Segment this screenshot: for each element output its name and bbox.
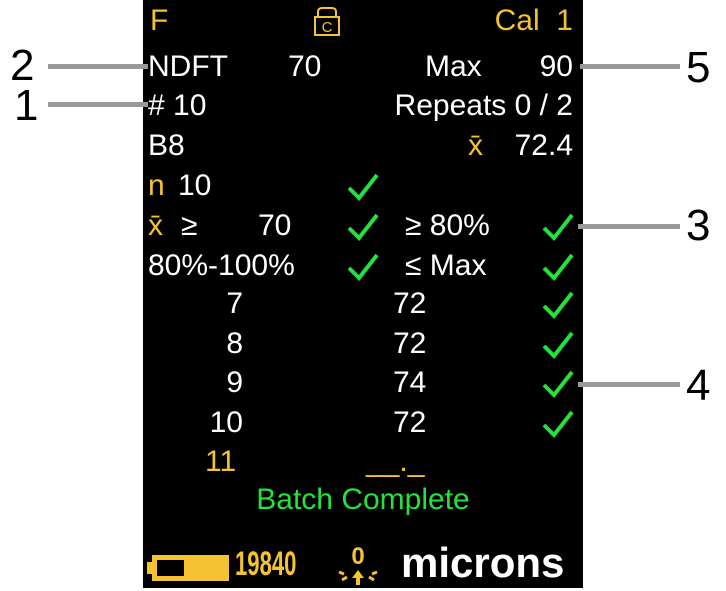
check-icon <box>542 410 574 438</box>
next-value-placeholder: __._ <box>366 445 425 478</box>
zero-icon: 0 <box>335 540 381 586</box>
reading-index: 10 <box>209 405 243 439</box>
status-message: Batch Complete <box>256 483 470 516</box>
le-max-label: ≤ Max <box>405 249 487 282</box>
pct-ge-label: ≥ 80% <box>405 209 490 242</box>
n-label: n <box>148 169 165 202</box>
callout-1: 1 <box>14 81 39 130</box>
callout-line-2 <box>48 64 148 69</box>
reading-index: 9 <box>226 366 243 399</box>
reading-index: 7 <box>226 287 243 320</box>
range-label: 80%-100% <box>148 249 295 282</box>
check-icon <box>542 291 574 320</box>
mean-symbol: x̄ <box>468 129 483 162</box>
check-icon <box>347 253 379 282</box>
reading-counter: 19840 <box>235 545 297 583</box>
reading-value: 72 <box>393 287 427 320</box>
check-icon <box>542 213 574 242</box>
lock-icon: C <box>313 6 341 36</box>
mean-ge-symbol: ≥ <box>181 209 198 242</box>
check-icon <box>542 253 574 282</box>
check-icon <box>347 173 379 202</box>
callout-5: 5 <box>686 43 711 92</box>
svg-text:C: C <box>322 19 333 36</box>
reading-value: 72 <box>393 326 427 360</box>
ndft-label: NDFT <box>148 50 228 83</box>
mean-value: 72.4 <box>514 129 573 162</box>
reading-index: 8 <box>226 326 243 360</box>
gauge-screen: F C Cal 1 NDFT 70 Max 90 # 10 Repeats 0 … <box>143 0 583 588</box>
callout-line-3 <box>578 224 680 229</box>
calibration-label: Cal 1 <box>494 4 573 37</box>
callout-4: 4 <box>686 361 711 410</box>
repeats-label: Repeats 0 / 2 <box>394 89 573 122</box>
callout-line-4 <box>578 382 680 387</box>
check-icon <box>542 370 574 399</box>
units-label: microns <box>401 539 565 586</box>
ndft-value: 70 <box>288 50 322 83</box>
battery-icon <box>147 555 229 581</box>
check-icon <box>542 331 574 359</box>
reading-value: 72 <box>393 405 427 439</box>
callout-3: 3 <box>686 201 711 250</box>
callout-line-5 <box>580 64 680 69</box>
reading-value: 74 <box>393 366 427 399</box>
max-label: Max <box>425 50 482 83</box>
mean-symbol: x̄ <box>148 209 163 242</box>
batch-name: B8 <box>148 129 185 162</box>
max-value: 90 <box>539 50 573 83</box>
reading-count: # 10 <box>148 89 207 122</box>
next-index: 11 <box>205 445 237 478</box>
check-icon <box>347 213 379 242</box>
callout-line-1 <box>48 102 148 107</box>
callout-2: 2 <box>10 41 35 90</box>
n-value: 10 <box>178 169 212 202</box>
mode-indicator: F <box>150 4 169 37</box>
mean-ge-value: 70 <box>258 209 292 242</box>
svg-text:0: 0 <box>351 543 364 570</box>
